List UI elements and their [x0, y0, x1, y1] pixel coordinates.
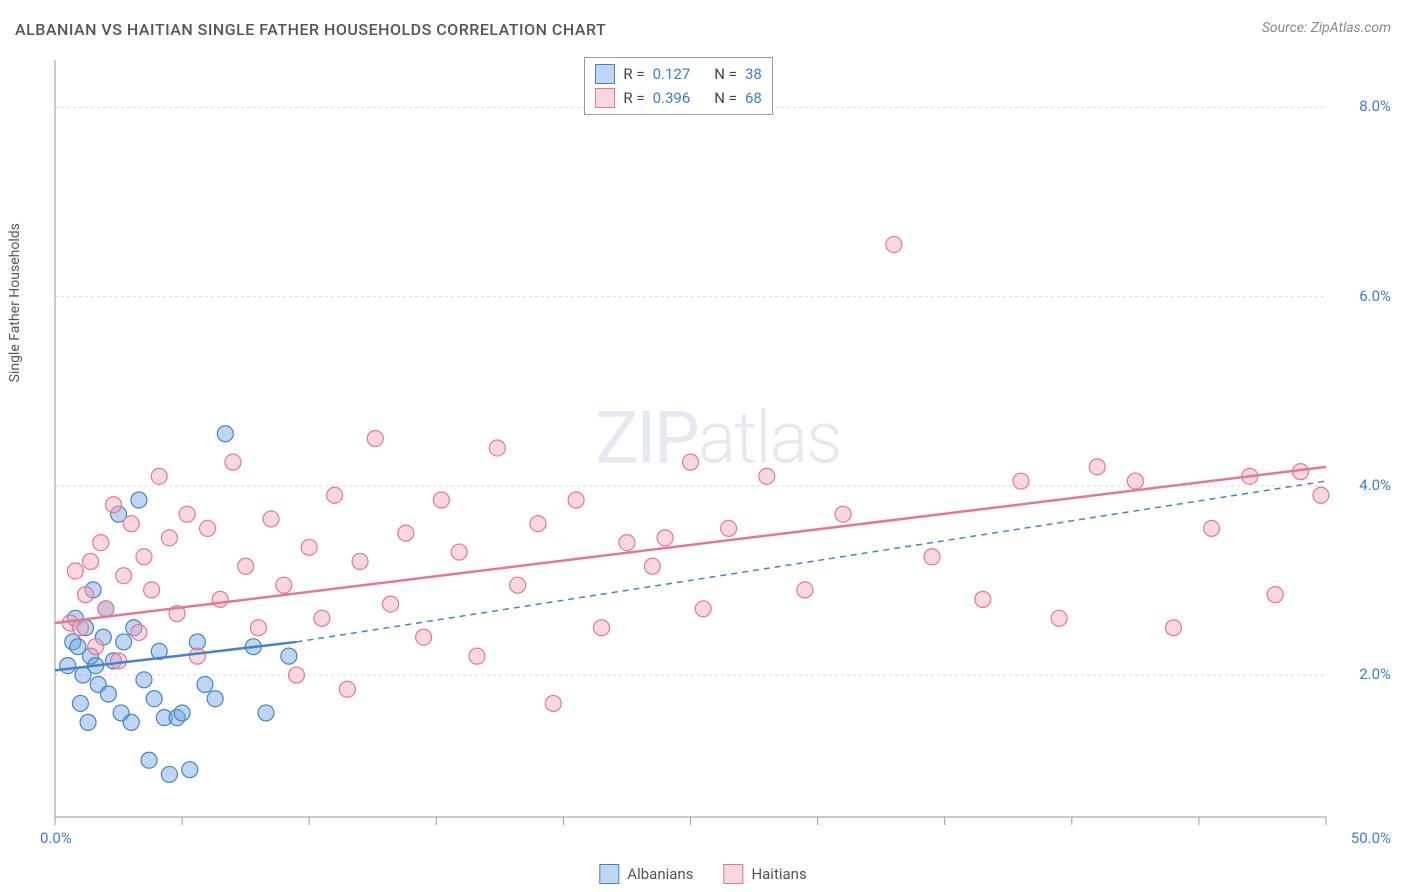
chart-header: ALBANIAN VS HAITIAN SINGLE FATHER HOUSEH… [15, 20, 1391, 50]
correlation-legend: R = 0.127 N = 38 R = 0.396 N = 68 [584, 57, 772, 115]
swatch-albanians-icon [599, 864, 619, 884]
swatch-haitians-icon [723, 864, 743, 884]
r-label: R = [623, 89, 644, 107]
swatch-haitians [595, 88, 615, 108]
y-tick-label: 8.0% [1359, 97, 1391, 115]
x-tick-label: 0.0% [40, 829, 72, 847]
r-value-haitians: 0.396 [653, 89, 691, 107]
swatch-albanians [595, 64, 615, 84]
chart-title: ALBANIAN VS HAITIAN SINGLE FATHER HOUSEH… [15, 20, 606, 39]
legend-item-haitians: Haitians [723, 864, 806, 884]
y-tick-label: 2.0% [1359, 665, 1391, 683]
chart-area: Single Father Households ZIPatlas R = 0.… [50, 55, 1386, 852]
n-value-haitians: 68 [745, 89, 762, 107]
legend-label-albanians: Albanians [627, 865, 693, 883]
y-tick-label: 4.0% [1359, 476, 1391, 494]
n-label: N = [714, 65, 737, 83]
legend-row-albanians: R = 0.127 N = 38 [595, 62, 761, 86]
legend-row-haitians: R = 0.396 N = 68 [595, 86, 761, 110]
y-tick-label: 6.0% [1359, 287, 1391, 305]
r-label: R = [623, 65, 644, 83]
n-value-albanians: 38 [745, 65, 762, 83]
x-tick-label: 50.0% [1351, 829, 1391, 847]
legend-item-albanians: Albanians [599, 864, 693, 884]
r-value-albanians: 0.127 [653, 65, 691, 83]
y-axis-label: Single Father Households [7, 223, 23, 382]
series-legend: Albanians Haitians [599, 864, 806, 884]
n-label: N = [714, 89, 737, 107]
scatter-plot [50, 55, 1386, 852]
legend-label-haitians: Haitians [751, 865, 806, 883]
source-attribution: Source: ZipAtlas.com [1262, 20, 1391, 36]
